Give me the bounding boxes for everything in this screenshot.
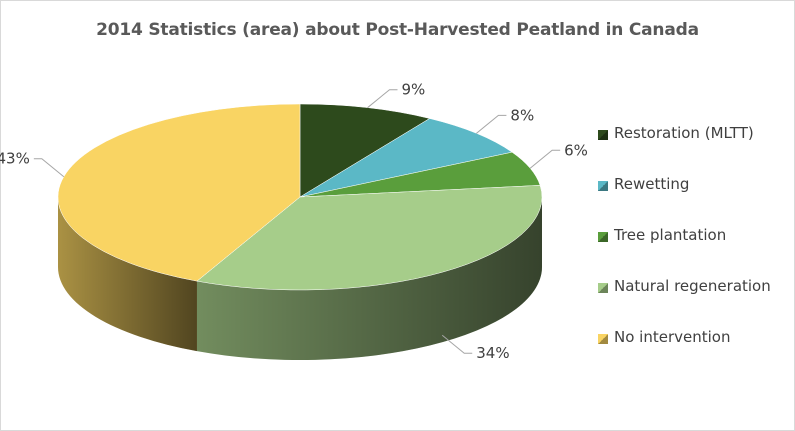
legend-label: Tree plantation xyxy=(614,226,727,244)
legend-swatch xyxy=(598,334,608,344)
legend-label: Restoration (MLTT) xyxy=(614,124,754,142)
legend-label: Natural regeneration xyxy=(614,277,771,295)
legend-label: No intervention xyxy=(614,328,731,346)
slice-rewetting xyxy=(299,118,513,198)
chart-title: 2014 Statistics (area) about Post-Harves… xyxy=(96,20,699,40)
slice-no-intervention xyxy=(57,103,301,282)
data-label-tree-plantation: 6% xyxy=(564,141,588,159)
slice-side-shading xyxy=(58,197,197,352)
data-label-natural-regeneration: 34% xyxy=(476,344,509,362)
leader-line xyxy=(367,89,398,109)
legend-swatch xyxy=(598,181,608,191)
slice-natural-regeneration xyxy=(196,185,543,291)
leader-line xyxy=(529,149,561,169)
leader-line xyxy=(33,158,65,178)
data-label-restoration-mltt: 9% xyxy=(402,81,426,99)
leader-line xyxy=(476,114,507,134)
data-label-no-intervention: 43% xyxy=(0,150,30,168)
data-label-rewetting: 8% xyxy=(510,106,534,124)
legend-swatch xyxy=(598,283,608,293)
slice-side-shading xyxy=(196,197,542,361)
slice-restoration-mltt xyxy=(299,103,431,198)
leader-line xyxy=(441,334,473,354)
legend-swatch xyxy=(598,130,608,140)
legend-label: Rewetting xyxy=(614,175,690,193)
legend-swatch xyxy=(598,232,608,242)
